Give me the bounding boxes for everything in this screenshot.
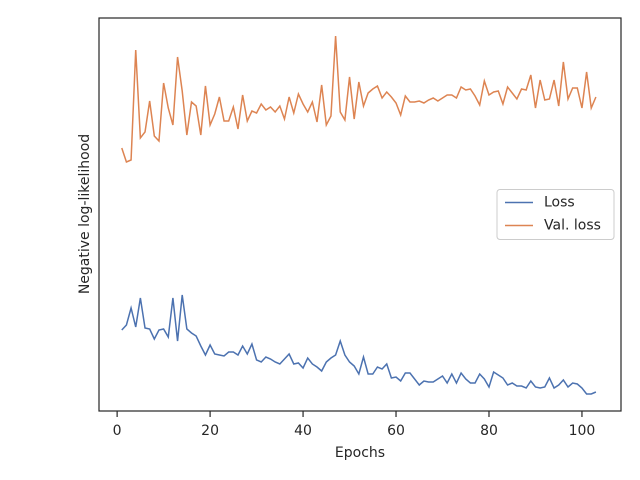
x-tick-label: 0 [113,423,122,439]
line [121,294,597,395]
x-axis-label: Epochs [335,445,385,461]
x-tick-label: 80 [480,423,498,439]
legend-label: Val. loss [544,218,601,234]
y-axis-label: Negative log-likelihood [77,134,93,294]
x-tick-label: 40 [294,423,312,439]
x-tick-label: 20 [201,423,219,439]
legend-label: Loss [544,195,575,211]
x-tick-label: 60 [387,423,405,439]
x-tick-label: 100 [569,423,596,439]
line [121,35,597,164]
plot-frame [98,17,622,412]
